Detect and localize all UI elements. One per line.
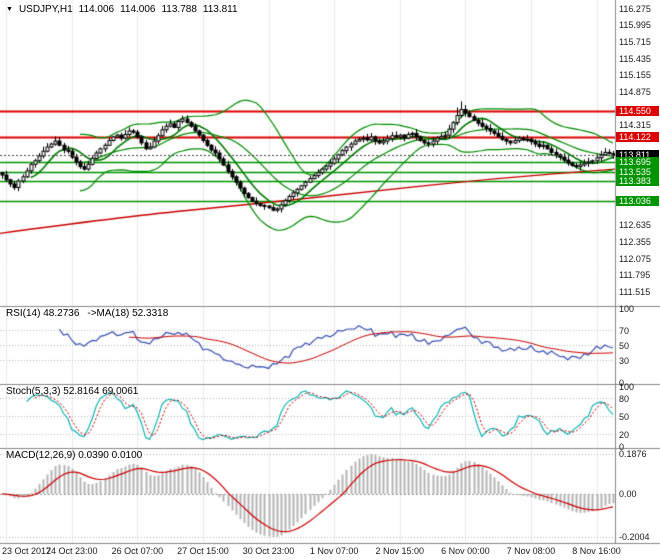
- macd-indicator-label: MACD(12,26,9) 0.0390 0.0100: [6, 450, 142, 461]
- rsi-axis-label: 100: [619, 304, 635, 314]
- time-axis-label: 6 Nov 00:00: [441, 546, 490, 556]
- ohlc-high: 114.006: [120, 4, 156, 15]
- price-tag: 113.535: [616, 166, 659, 177]
- macd-label: MACD(12,26,9) 0.0390 0.0100: [6, 450, 143, 461]
- rsi-axis-label: 70: [619, 326, 630, 337]
- time-axis-label: 26 Oct 07:00: [111, 546, 164, 556]
- price-axis-label: 115.155: [619, 70, 651, 81]
- macd-axis-label: 0.1876: [619, 449, 647, 459]
- price-tag: 113.036: [616, 196, 659, 207]
- price-tag: 113.695: [616, 157, 659, 168]
- price-axis-label: 111.795: [619, 270, 651, 281]
- rsi-label: RSI(14) 48.2736: [6, 308, 80, 319]
- time-axis-label: 27 Oct 15:00: [177, 546, 229, 556]
- time-axis-label: 8 Nov 16:00: [572, 546, 621, 556]
- time-axis-label: 30 Oct 23:00: [242, 546, 295, 556]
- stoch-indicator-label: Stoch(5,3,3) 52.8164 69.0061: [6, 386, 138, 397]
- symbol-timeframe: USDJPY,H1: [18, 4, 73, 15]
- price-axis-label: 115.995: [619, 20, 651, 31]
- rsi-axis-label: 50: [619, 341, 630, 351]
- stoch-axis-label: 50: [619, 412, 630, 422]
- stoch-label: Stoch(5,3,3) 52.8164 69.0061: [6, 386, 139, 397]
- price-axis-label: 115.715: [619, 36, 651, 47]
- price-axis-label: 116.275: [619, 3, 651, 14]
- stoch-axis-label: 100: [619, 382, 635, 392]
- price-tag: 114.550: [616, 106, 659, 117]
- price-axis-label: 112.355: [619, 237, 651, 247]
- stoch-axis-label: 80: [619, 394, 630, 404]
- rsi-ma-label: ->MA(18) 52.3318: [87, 308, 169, 319]
- price-tag: 114.122: [616, 131, 659, 142]
- price-axis-label: 114.875: [619, 86, 651, 97]
- ohlc-low: 113.788: [161, 4, 197, 15]
- price-axis-label: 114.315: [619, 120, 651, 131]
- rsi-axis-label: 30: [619, 355, 630, 366]
- symbol-dropdown-icon[interactable]: ▼: [6, 5, 13, 13]
- ohlc-open: 114.006: [78, 4, 115, 15]
- stoch-axis-label: 0: [619, 442, 625, 452]
- price-tag: 113.811: [616, 150, 659, 161]
- price-axis-label: 115.435: [619, 53, 651, 64]
- rsi-indicator-label: RSI(14) 48.2736 ->MA(18) 52.3318: [6, 308, 168, 319]
- macd-axis-label: -0.2004: [619, 532, 650, 542]
- price-axis-label: 111.515: [619, 287, 651, 297]
- macd-axis-label: 0.00: [619, 488, 637, 499]
- time-axis-label: 23 Oct 2017: [2, 546, 52, 556]
- time-axis-label: 2 Nov 15:00: [375, 546, 425, 556]
- rsi-axis-label: 0: [619, 378, 625, 388]
- chart-title: ▼ USDJPY,H1 114.006 114.006 113.788 113.…: [6, 4, 238, 15]
- time-axis-label: 24 Oct 23:00: [45, 546, 98, 556]
- ohlc-close: 113.811: [202, 4, 238, 15]
- time-axis-label: 7 Nov 08:00: [506, 546, 556, 556]
- stoch-axis-label: 20: [619, 430, 630, 440]
- price-axis-label: 112.635: [619, 220, 651, 231]
- price-tag: 113.383: [616, 175, 659, 186]
- time-axis-label: 1 Nov 07:00: [309, 546, 359, 556]
- price-axis-label: 112.075: [619, 253, 651, 264]
